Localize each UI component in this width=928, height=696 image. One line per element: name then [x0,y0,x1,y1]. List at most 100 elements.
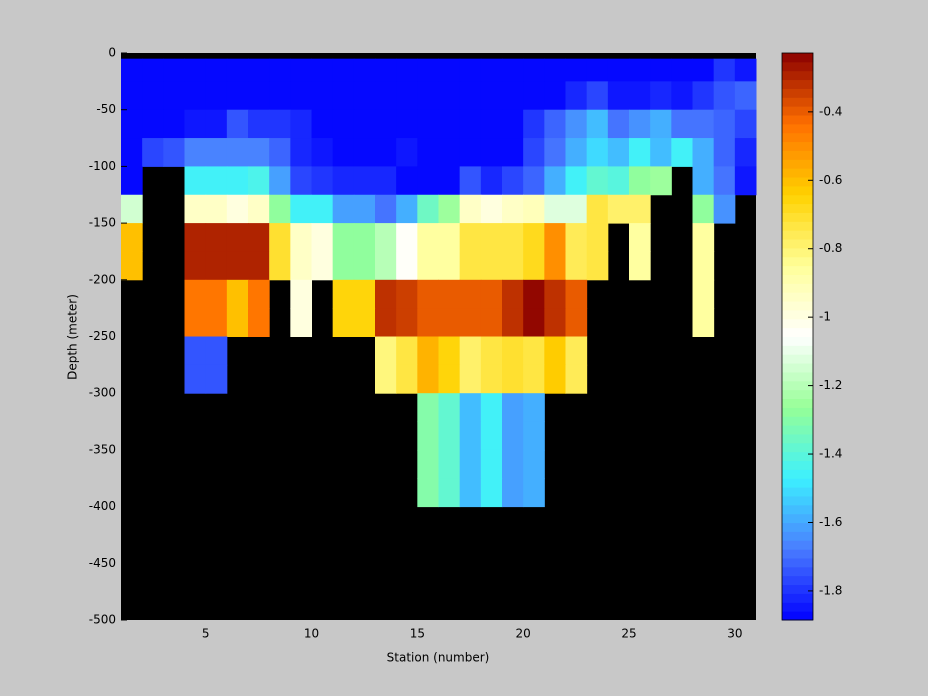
heat-cell [269,194,291,224]
heat-cell [459,58,482,82]
colorbar-swatch [782,354,813,364]
heat-cell [565,336,588,366]
heat-cell [353,223,376,252]
colorbar-swatch [782,566,813,577]
heat-cell [650,58,672,82]
colorbar-swatch [782,540,813,550]
heat-cell [184,166,207,196]
heat-cell [332,81,355,111]
heat-cell [586,166,609,196]
heat-cell [438,279,461,309]
heat-cell [480,336,503,366]
heat-cell [417,223,439,252]
heat-cell [417,58,439,82]
heat-cell [544,279,566,309]
heat-cell [629,223,651,252]
heat-cell [205,109,228,139]
heat-cell [544,109,566,139]
heat-cell [523,58,545,82]
heat-cell [480,58,503,82]
heat-cell [375,251,397,281]
heat-cell [205,194,228,224]
heat-cell [205,223,228,252]
heat-cell [502,421,524,451]
heat-cell [734,58,757,82]
heat-cell [438,81,461,111]
heat-cell [311,138,334,167]
heat-cell [459,166,482,196]
heat-cell [353,251,376,281]
heat-cell [417,421,439,451]
heat-cell [480,478,503,508]
y-tick-label: -300 [89,386,116,400]
heat-cell [502,194,524,224]
heat-cell [544,364,566,394]
heat-cell [311,194,334,224]
heat-cell [713,138,736,167]
heat-cell [523,279,545,309]
heat-cell [248,58,270,82]
heat-cell [248,109,270,139]
heat-cell [502,138,524,167]
heat-cell [311,109,334,139]
heat-cell [650,138,672,167]
heat-cell [692,279,715,309]
colorbar-swatch [782,150,813,160]
heat-cell [121,81,143,111]
heat-cell [671,138,693,167]
colorbar-swatch [782,274,813,284]
heat-cell [459,81,482,111]
heat-cell [163,109,185,139]
heat-cell [629,138,651,167]
heat-cell [353,58,376,82]
heat-cell [734,81,757,111]
heat-cell [184,58,207,82]
heat-cell [205,336,228,366]
heat-cell [121,166,143,196]
heat-cell [565,251,588,281]
heat-cell [184,279,207,309]
heat-cell [544,308,566,337]
heat-cell [502,478,524,508]
heat-cell [459,364,482,394]
heat-cell [544,138,566,167]
heat-cell [290,138,312,167]
heat-cell [438,449,461,479]
heat-cell [629,81,651,111]
heat-cell [523,364,545,394]
heat-cell [375,81,397,111]
heat-cell [184,364,207,394]
heat-cell [396,194,418,224]
heat-cell [375,336,397,366]
heat-cell [226,58,249,82]
heat-cell [290,194,312,224]
heat-cell [544,336,566,366]
colorbar-swatch [782,239,813,249]
colorbar-swatch [782,70,813,81]
heat-cell [417,478,439,508]
x-tick-label: 30 [727,627,742,641]
colorbar-swatch [782,97,813,107]
heat-cell [629,166,651,196]
x-tick-label: 10 [304,627,319,641]
heat-cell [142,138,164,167]
heat-cell [607,81,630,111]
heat-cell [586,109,609,139]
colorbar-swatch [782,389,813,400]
heat-cell [184,194,207,224]
heat-cell [671,58,693,82]
heat-cell [480,138,503,167]
heat-cell [396,308,418,337]
heat-cell [248,308,270,337]
colorbar-swatch [782,371,813,382]
colorbar-swatch [782,557,813,568]
heat-cell [417,166,439,196]
colorbar-swatch [782,380,813,391]
heat-cell [438,393,461,423]
heat-cell [311,58,334,82]
heat-cell [713,194,736,224]
heat-cell [417,138,439,167]
heat-cell [290,308,312,337]
colorbar-swatch [782,522,813,532]
heat-cell [290,279,312,309]
